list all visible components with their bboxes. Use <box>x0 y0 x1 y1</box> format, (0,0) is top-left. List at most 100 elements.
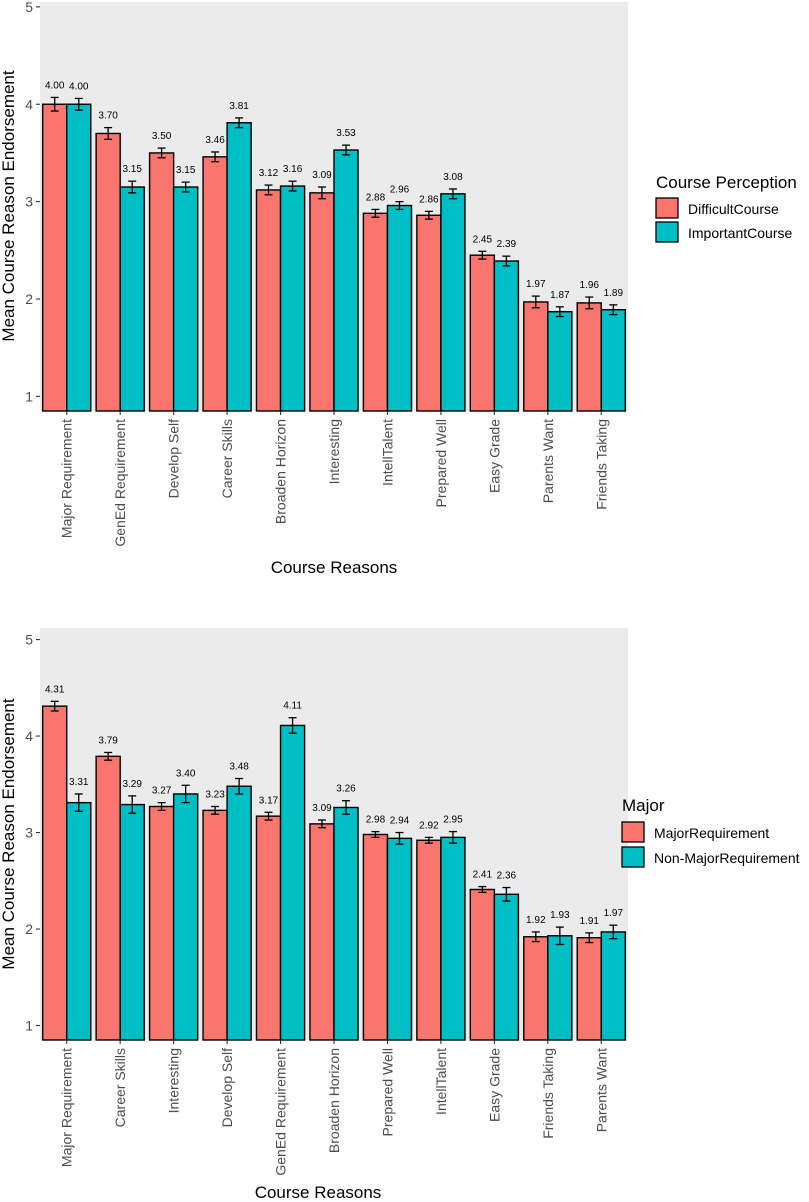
bar-non-majorrequirement <box>600 931 627 1041</box>
data-label: 3.81 <box>229 101 249 112</box>
data-label: 3.26 <box>336 784 356 795</box>
x-tick-label: Parents Want <box>593 1048 609 1132</box>
bar-non-majorrequirement <box>493 893 520 1041</box>
data-label: 1.96 <box>580 280 600 291</box>
data-label: 3.40 <box>176 768 196 779</box>
data-label: 1.97 <box>526 279 546 290</box>
data-label: 3.12 <box>259 168 279 179</box>
data-label: 4.11 <box>283 701 302 712</box>
y-tick-label: 2 <box>25 291 33 307</box>
bar-importantcourse <box>119 186 145 412</box>
data-label: 3.50 <box>152 131 172 142</box>
bar-non-majorrequirement <box>279 724 306 1041</box>
x-tick-label: GenEd Requirement <box>112 419 128 547</box>
bar-difficultcourse <box>202 156 228 412</box>
legend-key-importantcourse <box>655 221 679 243</box>
bar-difficultcourse <box>148 152 175 412</box>
data-label: 2.39 <box>497 239 517 250</box>
bar-non-majorrequirement <box>386 837 413 1041</box>
bar-importantcourse <box>547 310 573 412</box>
legend-title: Course Perception <box>656 173 797 192</box>
legend-title: Major <box>622 796 665 815</box>
bar-difficultcourse <box>95 132 121 412</box>
x-tick-label: IntellTalent <box>379 419 395 486</box>
bar-majorrequirement <box>309 823 335 1041</box>
data-label: 3.17 <box>259 795 279 806</box>
x-axis: Major Requirement GenEd Requirement Develo… <box>59 411 609 547</box>
data-label: 1.93 <box>550 910 570 921</box>
data-label: 3.48 <box>229 762 249 773</box>
x-tick-label: Friends Taking <box>540 1048 556 1139</box>
bar-majorrequirement <box>41 705 68 1041</box>
bar-importantcourse <box>493 260 520 412</box>
x-tick-label: Develop Self <box>166 419 182 498</box>
data-label: 2.98 <box>366 815 386 826</box>
bar-majorrequirement <box>469 888 496 1041</box>
data-label: 2.45 <box>473 234 493 245</box>
data-label: 3.29 <box>122 779 142 790</box>
data-label: 3.27 <box>152 786 172 797</box>
bar-non-majorrequirement <box>226 785 252 1041</box>
bar-non-majorrequirement <box>119 803 145 1041</box>
legend-label-difficultcourse: DifficultCourse <box>688 201 779 217</box>
bar-importantcourse <box>600 309 627 412</box>
data-label: 2.94 <box>390 816 410 827</box>
x-tick-label: Easy Grade <box>486 1048 502 1122</box>
bar-majorrequirement <box>95 755 121 1041</box>
bar-difficultcourse <box>576 302 602 412</box>
bar-importantcourse <box>172 186 199 412</box>
bar-majorrequirement <box>523 936 549 1041</box>
bar-importantcourse <box>279 185 306 412</box>
data-label: 1.92 <box>526 915 546 926</box>
data-label: 2.86 <box>419 194 439 205</box>
bar-majorrequirement <box>202 809 228 1041</box>
x-tick-label: Interesting <box>326 419 342 484</box>
data-label: 2.92 <box>419 820 439 831</box>
chart-major: 1 2 3 4 5 4.31 3.31 3.79 3.29 3.27 3.40 3.23 3.48 3.… <box>0 628 800 1202</box>
x-tick-label: Career Skills <box>219 419 235 498</box>
bar-difficultcourse <box>523 301 549 412</box>
x-tick-label: IntellTalent <box>433 1048 449 1115</box>
bar-importantcourse <box>226 122 252 412</box>
bar-importantcourse <box>66 103 92 412</box>
data-label: 3.46 <box>205 135 225 146</box>
y-tick-label: 5 <box>25 632 33 648</box>
bar-non-majorrequirement <box>172 793 199 1041</box>
data-label: 4.31 <box>45 684 65 695</box>
legend: Course Perception DifficultCourse Import… <box>655 173 797 243</box>
x-tick-label: Major Requirement <box>59 419 75 538</box>
x-axis-title: Course Reasons <box>271 558 398 577</box>
y-tick-label: 1 <box>25 388 33 404</box>
data-label: 1.91 <box>580 916 600 927</box>
data-label: 3.79 <box>98 735 118 746</box>
bar-difficultcourse <box>469 254 496 412</box>
bar-difficultcourse <box>416 214 442 412</box>
data-label: 4.00 <box>69 81 89 92</box>
bar-majorrequirement <box>576 937 602 1041</box>
y-axis-title: Mean Course Reason Endorsement <box>0 70 18 341</box>
chart-course-perception: 1 2 3 4 5 4.00 4.00 3.70 3.15 3.50 3.15 3.46 3.81 3.… <box>0 0 797 577</box>
y-tick-label: 5 <box>25 0 33 15</box>
data-label: 1.87 <box>550 290 570 301</box>
data-label: 3.70 <box>98 111 118 122</box>
data-label: 3.08 <box>443 172 463 183</box>
data-label: 1.89 <box>604 288 624 299</box>
legend-label-majorrequirement: MajorRequirement <box>654 825 769 841</box>
data-label: 1.97 <box>604 908 624 919</box>
x-tick-label: Broaden Horizon <box>273 419 289 524</box>
bar-majorrequirement <box>255 815 282 1041</box>
bar-importantcourse <box>386 204 413 412</box>
bar-non-majorrequirement <box>333 806 359 1041</box>
x-tick-label: Easy Grade <box>486 419 502 493</box>
bar-majorrequirement <box>148 805 175 1041</box>
x-tick-label: Prepared Well <box>379 1048 395 1136</box>
data-label: 2.41 <box>473 870 493 881</box>
legend-label-importantcourse: ImportantCourse <box>688 225 792 241</box>
bars: 4.00 4.00 3.70 3.15 3.50 3.15 3.46 3.81 3.12 3.16… <box>41 80 627 412</box>
y-tick-label: 3 <box>25 825 33 841</box>
data-label: 3.16 <box>283 164 303 175</box>
data-label: 3.23 <box>205 790 225 801</box>
x-tick-label: Parents Want <box>540 419 556 503</box>
y-axis: 1 2 3 4 5 <box>25 0 40 404</box>
data-label: 3.31 <box>69 777 89 788</box>
